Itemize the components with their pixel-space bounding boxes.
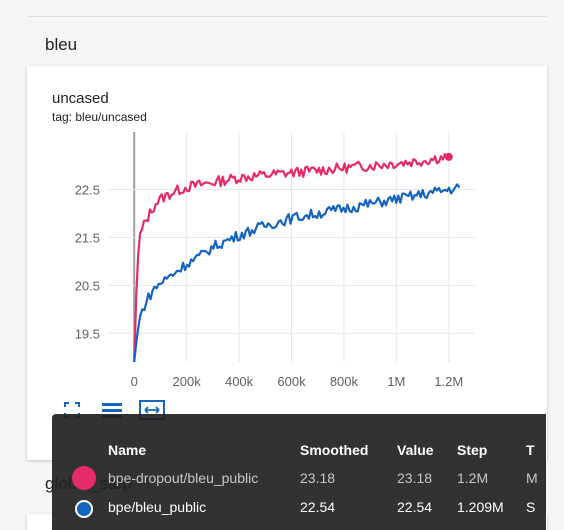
x-tick-label: 1M <box>387 374 405 389</box>
x-tick-label: 800k <box>330 374 359 389</box>
x-tick-label: 400k <box>225 374 254 389</box>
y-tick-labels: 19.5 20.5 21.5 22.5 <box>75 183 100 342</box>
y-tick-label: 22.5 <box>75 183 100 198</box>
y-tick-label: 19.5 <box>75 326 100 341</box>
chart-series <box>133 152 461 363</box>
y-tick-label: 21.5 <box>75 230 100 245</box>
tooltip-row-name: bpe-dropout/bleu_public <box>108 470 259 486</box>
tooltip-header-value: Value <box>397 442 434 458</box>
tooltip-row-value: 23.18 <box>397 470 433 486</box>
tooltip-row-time: M <box>526 470 538 486</box>
fit-domain-icon[interactable] <box>64 402 80 418</box>
series-line <box>133 153 450 363</box>
chart-tooltip: Name Smoothed Value Step T bpe-dropout/b… <box>52 414 546 530</box>
tooltip-header-smoothed: Smoothed <box>300 442 369 458</box>
tooltip-row-time: S <box>526 499 536 515</box>
x-tick-label: 600k <box>277 374 306 389</box>
tooltip-row-step: 1.2M <box>457 470 489 486</box>
tooltip-row-step: 1.209M <box>457 499 504 515</box>
chart-tag: tag: bleu/uncased <box>52 110 147 124</box>
tooltip-header-name: Name <box>108 442 147 458</box>
chart-card <box>27 66 547 460</box>
x-tick-label: 1.2M <box>434 374 463 389</box>
tooltip-row-value: 22.54 <box>397 499 433 515</box>
tooltip-header-time: T <box>526 442 535 458</box>
series-color-dot <box>72 466 96 490</box>
chart-title: uncased <box>52 90 109 107</box>
x-tick-label: 0 <box>131 374 138 389</box>
tooltip-row-smoothed: 23.18 <box>300 470 336 486</box>
tooltip-row-name: bpe/bleu_public <box>108 499 207 515</box>
tooltip-header-step: Step <box>457 442 488 458</box>
chart-grid <box>108 132 475 362</box>
x-tick-label: 200k <box>173 374 202 389</box>
x-tick-labels: 0 200k 400k 600k 800k 1M 1.2M <box>131 374 464 389</box>
tooltip-row-smoothed: 22.54 <box>300 499 336 515</box>
series-line <box>133 183 461 363</box>
series-color-dot <box>75 500 93 518</box>
divider <box>27 16 547 17</box>
hover-point <box>444 152 453 161</box>
y-tick-label: 20.5 <box>75 278 100 293</box>
section-title[interactable]: bleu <box>45 35 78 54</box>
